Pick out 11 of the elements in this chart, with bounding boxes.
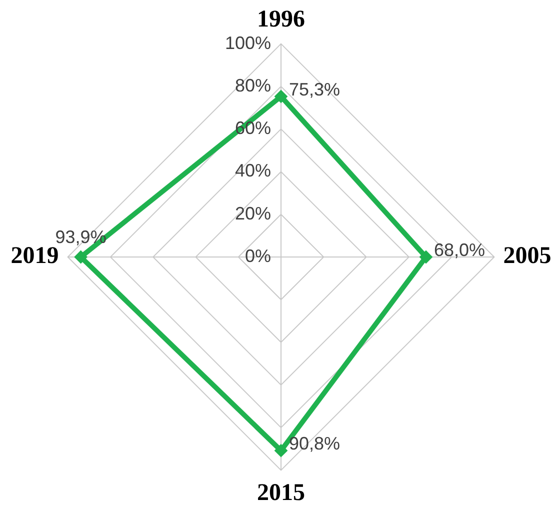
y-tick-label: 20% — [234, 203, 271, 224]
spoke-label: 2005 — [503, 243, 552, 270]
y-tick-label: 0% — [244, 246, 271, 266]
y-tick-label: 100% — [224, 32, 271, 53]
y-tick-label: 40% — [234, 160, 271, 181]
data-label: 68,0% — [434, 240, 486, 260]
spoke-label: 2015 — [257, 480, 305, 506]
data-label: 75,3% — [289, 79, 340, 100]
y-tick-label: 80% — [234, 75, 271, 96]
spoke-label: 1996 — [257, 6, 305, 33]
data-label: 90,8% — [289, 434, 340, 454]
